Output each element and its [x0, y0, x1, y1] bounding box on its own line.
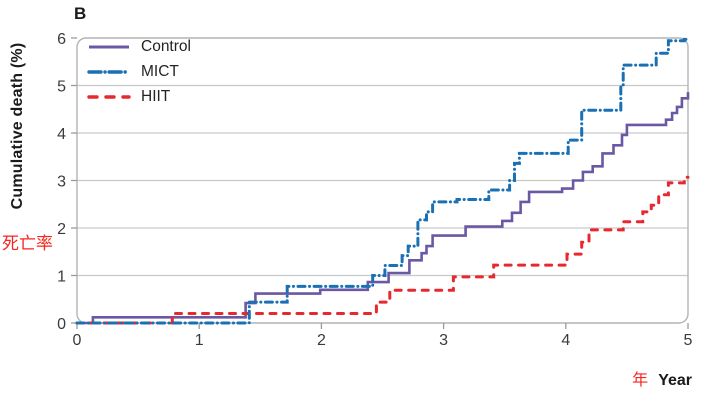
y-tick-label: 6 [57, 31, 66, 48]
chart-legend: Control MICT HIIT [86, 34, 191, 109]
y-tick-label: 2 [57, 221, 66, 238]
legend-line-sample-hiit [87, 94, 131, 99]
legend-label-control: Control [141, 37, 191, 55]
y-tick-label: 4 [57, 126, 66, 143]
y-tick-label: 0 [57, 316, 66, 333]
x-tick-label: 2 [317, 332, 326, 349]
x-axis-annotation-chinese: 年 [632, 372, 649, 389]
y-axis-annotation-chinese: 死亡率 [2, 234, 53, 253]
y-tick-label: 3 [57, 174, 66, 191]
y-axis-title: Cumulative death (%) [9, 42, 26, 210]
x-tick-label: 3 [439, 332, 448, 349]
x-axis-caption: 年 Year [0, 366, 692, 390]
x-axis-title: Year [658, 372, 692, 389]
series-line-hiit [75, 175, 690, 325]
legend-label-mict: MICT [141, 62, 179, 80]
x-tick-label: 4 [561, 332, 570, 349]
legend-item-control: Control [86, 34, 191, 59]
legend-line-sample-control [89, 45, 129, 48]
y-tick-label: 5 [57, 79, 66, 96]
x-tick-label: 1 [195, 332, 204, 349]
legend-label-hiit: HIIT [141, 87, 171, 105]
series-line-control [77, 92, 690, 325]
legend-item-hiit: HIIT [86, 84, 191, 109]
y-tick-label: 1 [57, 269, 66, 286]
legend-line-sample-mict [87, 69, 131, 74]
series-line-mict [75, 37, 690, 325]
x-tick-label: 5 [684, 332, 693, 349]
legend-item-mict: MICT [86, 59, 191, 84]
x-tick-label: 0 [73, 332, 82, 349]
panel-label: B [74, 4, 87, 23]
